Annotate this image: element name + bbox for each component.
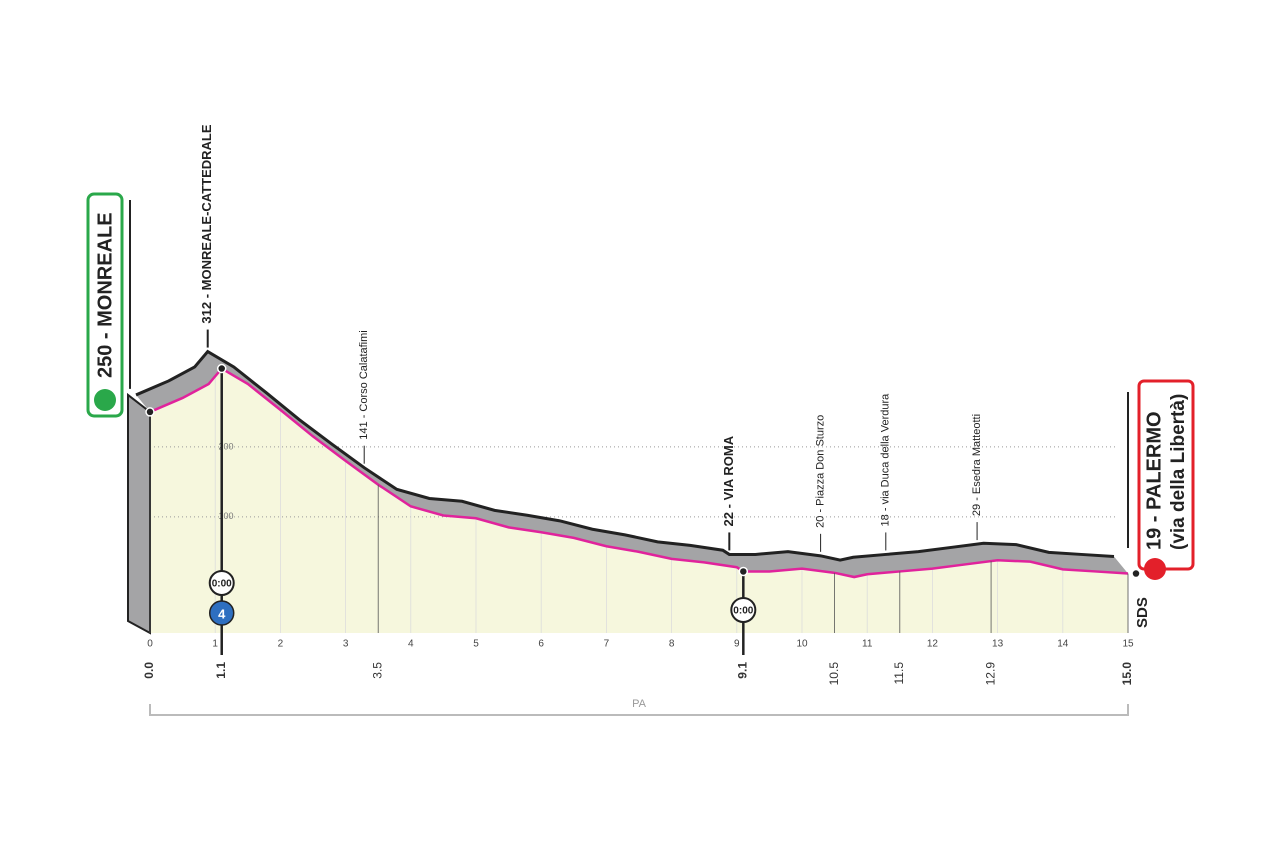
km-marker-label: 12.9 bbox=[983, 662, 997, 686]
place-dot bbox=[216, 363, 227, 374]
profile-top bbox=[136, 351, 1128, 578]
climb-label: 4 bbox=[218, 606, 226, 621]
place-label: 141 - Corso Calatafimi bbox=[358, 330, 370, 439]
logo: SDS bbox=[1134, 597, 1151, 628]
x-tick-label: 2 bbox=[278, 639, 284, 650]
x-tick-label: 3 bbox=[343, 639, 349, 650]
timer-label: 0:00 bbox=[733, 606, 753, 617]
timer-icon bbox=[208, 570, 235, 596]
place-label: 312 - MONREALE-CATTEDRALE bbox=[199, 124, 214, 323]
x-tick-label: 9 bbox=[734, 639, 740, 650]
profile-line bbox=[149, 366, 1129, 579]
start-label: 250 - MONREALE bbox=[94, 212, 116, 378]
province-label: PA bbox=[632, 698, 647, 710]
start-box bbox=[86, 192, 124, 418]
x-tick-label: 10 bbox=[796, 639, 808, 650]
place-dot bbox=[738, 566, 749, 577]
timer-icon bbox=[730, 597, 757, 623]
x-tick-label: 13 bbox=[992, 639, 1004, 650]
profile-area bbox=[150, 368, 1128, 633]
km-marker-label: 15.0 bbox=[1120, 662, 1134, 686]
x-tick-label: 14 bbox=[1057, 639, 1069, 650]
finish-sublabel: (via della Libertà) bbox=[1168, 394, 1189, 550]
x-tick-label: 1 bbox=[212, 639, 218, 650]
finish-icon bbox=[1144, 558, 1166, 580]
y-tick-label: 100 bbox=[218, 511, 233, 521]
x-tick-label: 0 bbox=[147, 639, 153, 650]
start-dot bbox=[145, 407, 155, 417]
province-bracket bbox=[149, 704, 1129, 716]
x-tick-label: 12 bbox=[927, 639, 939, 650]
km-marker-label: 9.1 bbox=[735, 662, 749, 679]
x-tick-label: 11 bbox=[862, 639, 873, 650]
finish-label: 19 - PALERMO bbox=[1143, 411, 1165, 550]
km-marker-label: 1.1 bbox=[214, 662, 228, 679]
place-label: 18 - via Duca della Verdura bbox=[880, 393, 892, 527]
profile-wall bbox=[127, 392, 151, 635]
km-marker-label: 11.5 bbox=[892, 662, 906, 685]
place-label: 20 - Piazza Don Sturzo bbox=[815, 415, 827, 528]
place-label: 29 - Esedra Matteotti bbox=[971, 414, 983, 516]
timer-label: 0:00 bbox=[212, 579, 232, 590]
km-marker-label: 0.0 bbox=[142, 662, 156, 679]
x-tick-label: 7 bbox=[604, 639, 610, 650]
x-tick-label: 4 bbox=[408, 639, 414, 650]
km-marker-label: 3.5 bbox=[370, 662, 384, 679]
place-label: 22 - VIA ROMA bbox=[721, 435, 736, 526]
finish-dot bbox=[1131, 568, 1141, 579]
x-tick-label: 5 bbox=[473, 639, 479, 650]
x-tick-label: 15 bbox=[1122, 639, 1134, 650]
profile-ridge bbox=[135, 349, 1115, 562]
x-tick-label: 8 bbox=[669, 639, 675, 650]
climb-icon bbox=[208, 600, 235, 626]
start-icon bbox=[94, 389, 116, 411]
x-tick-label: 6 bbox=[538, 639, 544, 650]
y-tick-label: 200 bbox=[218, 441, 233, 451]
km-marker-label: 10.5 bbox=[827, 662, 841, 686]
